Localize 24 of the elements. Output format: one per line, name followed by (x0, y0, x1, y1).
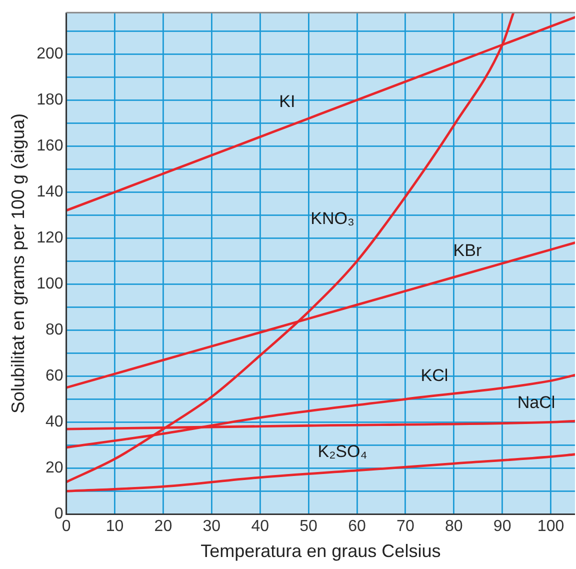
y-tick-label: 60 (46, 368, 64, 385)
x-tick-label: 70 (396, 518, 414, 536)
x-tick-label: 90 (493, 518, 512, 536)
y-tick-label: 0 (54, 506, 64, 523)
y-tick-label: 160 (36, 137, 64, 154)
y-tick-label: 200 (36, 45, 64, 62)
y-tick-label: 40 (46, 414, 64, 431)
x-tick-label: 40 (251, 518, 270, 536)
y-tick-label: 120 (36, 229, 64, 246)
y-tick-label: 100 (36, 276, 64, 293)
x-axis-title: Temperatura en graus Celsius (200, 541, 441, 562)
y-tick-label: 80 (46, 322, 64, 339)
y-tick-label: 20 (46, 460, 64, 477)
y-axis-title: Solubilitat en grams per 100 g (aigua) (8, 113, 28, 414)
x-tick-label: 80 (444, 518, 463, 536)
x-tick-label: 10 (106, 518, 124, 536)
series-label: KBr (453, 241, 482, 260)
x-tick-label: 50 (300, 518, 318, 536)
y-tick-label: 180 (36, 91, 64, 108)
x-tick-label: 100 (537, 518, 564, 536)
x-tick-label: 60 (348, 518, 366, 536)
x-tick-label: 30 (202, 518, 221, 536)
x-tick-label: 20 (154, 518, 172, 536)
y-tick-label: 140 (36, 183, 64, 200)
